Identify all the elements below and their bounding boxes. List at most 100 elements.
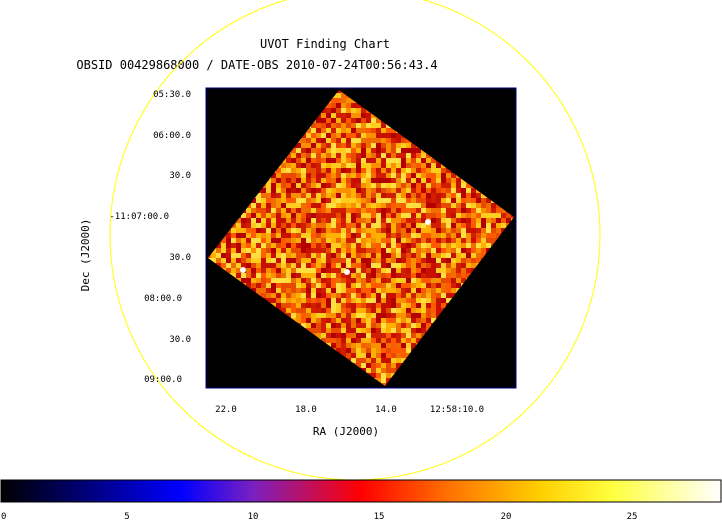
image-pixel: [366, 288, 371, 293]
image-pixel: [316, 218, 321, 223]
image-pixel: [281, 258, 286, 263]
image-pixel: [381, 133, 386, 138]
image-pixel: [351, 253, 356, 258]
image-pixel: [286, 258, 291, 263]
image-pixel: [411, 278, 416, 283]
image-pixel: [261, 278, 266, 283]
image-pixel: [301, 248, 306, 253]
image-pixel: [276, 273, 281, 278]
image-pixel: [306, 173, 311, 178]
image-pixel: [346, 303, 351, 308]
image-pixel: [396, 183, 401, 188]
image-pixel: [336, 148, 341, 153]
image-pixel: [291, 158, 296, 163]
image-pixel: [296, 228, 301, 233]
image-pixel: [466, 183, 471, 188]
image-pixel: [401, 293, 406, 298]
image-pixel: [361, 113, 366, 118]
image-pixel: [376, 293, 381, 298]
image-pixel: [291, 223, 296, 228]
image-pixel: [236, 258, 241, 263]
ra-tick-label: 14.0: [375, 405, 397, 415]
image-pixel: [261, 288, 266, 293]
image-pixel: [341, 193, 346, 198]
image-pixel: [491, 208, 496, 213]
image-pixel: [446, 253, 451, 258]
image-pixel: [351, 183, 356, 188]
image-pixel: [361, 148, 366, 153]
image-pixel: [396, 313, 401, 318]
image-pixel: [436, 208, 441, 213]
image-pixel: [416, 278, 421, 283]
image-pixel: [301, 283, 306, 288]
image-pixel: [311, 233, 316, 238]
image-pixel: [396, 238, 401, 243]
image-pixel: [276, 188, 281, 193]
image-pixel: [346, 228, 351, 233]
image-pixel: [271, 238, 276, 243]
image-pixel: [391, 263, 396, 268]
image-pixel: [386, 338, 391, 343]
image-pixel: [271, 243, 276, 248]
image-pixel: [391, 333, 396, 338]
image-pixel: [356, 293, 361, 298]
image-pixel: [331, 148, 336, 153]
image-pixel: [291, 168, 296, 173]
image-pixel: [386, 273, 391, 278]
image-pixel: [241, 278, 246, 283]
image-pixel: [371, 338, 376, 343]
image-pixel: [471, 253, 476, 258]
image-pixel: [416, 308, 421, 313]
image-pixel: [326, 333, 331, 338]
image-pixel: [221, 258, 226, 263]
image-pixel: [366, 203, 371, 208]
image-pixel: [381, 258, 386, 263]
image-pixel: [266, 288, 271, 293]
image-pixel: [341, 283, 346, 288]
image-pixel: [371, 293, 376, 298]
image-pixel: [411, 223, 416, 228]
image-pixel: [311, 213, 316, 218]
image-pixel: [251, 198, 256, 203]
image-pixel: [321, 108, 326, 113]
image-pixel: [411, 333, 416, 338]
image-pixel: [356, 178, 361, 183]
image-pixel: [441, 193, 446, 198]
image-pixel: [401, 333, 406, 338]
image-pixel: [436, 288, 441, 293]
image-pixel: [426, 258, 431, 263]
image-pixel: [296, 258, 301, 263]
image-pixel: [506, 218, 511, 223]
image-pixel: [461, 248, 466, 253]
image-pixel: [326, 178, 331, 183]
image-pixel: [301, 243, 306, 248]
image-pixel: [246, 258, 251, 263]
image-pixel: [246, 283, 251, 288]
image-pixel: [326, 183, 331, 188]
image-pixel: [336, 268, 341, 273]
dec-tick-label: 06:00.0: [153, 131, 191, 141]
image-pixel: [476, 243, 481, 248]
image-pixel: [261, 203, 266, 208]
image-pixel: [386, 223, 391, 228]
image-pixel: [301, 158, 306, 163]
image-pixel: [261, 188, 266, 193]
image-pixel: [451, 258, 456, 263]
image-pixel: [386, 373, 391, 378]
image-pixel: [296, 238, 301, 243]
image-pixel: [321, 328, 326, 333]
image-pixel: [341, 338, 346, 343]
image-pixel: [411, 143, 416, 148]
image-pixel: [396, 178, 401, 183]
image-pixel: [301, 228, 306, 233]
image-pixel: [381, 163, 386, 168]
image-pixel: [461, 278, 466, 283]
image-pixel: [396, 138, 401, 143]
image-pixel: [391, 178, 396, 183]
image-pixel: [281, 203, 286, 208]
image-pixel: [316, 238, 321, 243]
image-pixel: [361, 238, 366, 243]
image-pixel: [356, 248, 361, 253]
image-pixel: [366, 258, 371, 263]
image-pixel: [251, 208, 256, 213]
